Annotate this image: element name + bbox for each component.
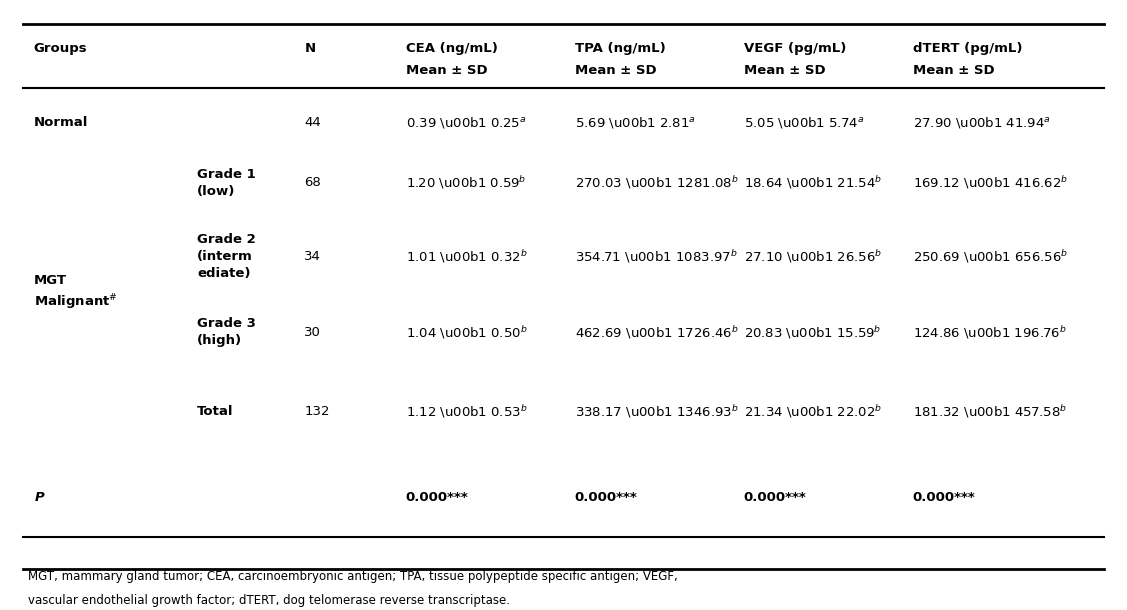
Text: 0.39 \u00b1 0.25$^{a}$: 0.39 \u00b1 0.25$^{a}$ [406,115,526,129]
Text: Grade 3
(high): Grade 3 (high) [197,317,256,348]
Text: VEGF (pg/mL): VEGF (pg/mL) [744,42,846,56]
Text: N: N [304,42,316,56]
Text: 1.12 \u00b1 0.53$^{b}$: 1.12 \u00b1 0.53$^{b}$ [406,403,527,420]
Text: 1.20 \u00b1 0.59$^{b}$: 1.20 \u00b1 0.59$^{b}$ [406,174,526,192]
Text: 5.69 \u00b1 2.81$^{a}$: 5.69 \u00b1 2.81$^{a}$ [575,115,695,129]
Text: 27.90 \u00b1 41.94$^{a}$: 27.90 \u00b1 41.94$^{a}$ [913,115,1050,129]
Text: 462.69 \u00b1 1726.46$^{b}$: 462.69 \u00b1 1726.46$^{b}$ [575,324,738,341]
Text: 1.01 \u00b1 0.32$^{b}$: 1.01 \u00b1 0.32$^{b}$ [406,248,527,265]
Text: Mean ± SD: Mean ± SD [406,63,487,77]
Text: Mean ± SD: Mean ± SD [744,63,825,77]
Text: CEA (ng/mL): CEA (ng/mL) [406,42,498,56]
Text: vascular endothelial growth factor; dTERT, dog telomerase reverse transcriptase.: vascular endothelial growth factor; dTER… [28,594,511,608]
Text: 18.64 \u00b1 21.54$^{b}$: 18.64 \u00b1 21.54$^{b}$ [744,174,882,192]
Text: dTERT (pg/mL): dTERT (pg/mL) [913,42,1022,56]
Text: Normal: Normal [34,115,88,129]
Text: MGT, mammary gland tumor; CEA, carcinoembryonic antigen; TPA, tissue polypeptide: MGT, mammary gland tumor; CEA, carcinoem… [28,570,678,583]
Text: 338.17 \u00b1 1346.93$^{b}$: 338.17 \u00b1 1346.93$^{b}$ [575,403,738,420]
Text: 44: 44 [304,115,321,129]
Text: Grade 2
(interm
ediate): Grade 2 (interm ediate) [197,232,256,280]
Text: Mean ± SD: Mean ± SD [913,63,994,77]
Text: 0.000***: 0.000*** [575,490,638,504]
Text: $\bfit{P}$: $\bfit{P}$ [34,490,45,504]
Text: 20.83 \u00b1 15.59$^{b}$: 20.83 \u00b1 15.59$^{b}$ [744,324,881,341]
Text: 0.000***: 0.000*** [913,490,976,504]
Text: 181.32 \u00b1 457.58$^{b}$: 181.32 \u00b1 457.58$^{b}$ [913,403,1067,420]
Text: 34: 34 [304,249,321,263]
Text: 250.69 \u00b1 656.56$^{b}$: 250.69 \u00b1 656.56$^{b}$ [913,248,1068,265]
Text: 132: 132 [304,405,330,418]
Text: TPA (ng/mL): TPA (ng/mL) [575,42,666,56]
Text: 0.000***: 0.000*** [406,490,469,504]
Text: 169.12 \u00b1 416.62$^{b}$: 169.12 \u00b1 416.62$^{b}$ [913,174,1068,192]
Text: Mean ± SD: Mean ± SD [575,63,656,77]
Text: 27.10 \u00b1 26.56$^{b}$: 27.10 \u00b1 26.56$^{b}$ [744,248,882,265]
Text: 1.04 \u00b1 0.50$^{b}$: 1.04 \u00b1 0.50$^{b}$ [406,324,527,341]
Text: 21.34 \u00b1 22.02$^{b}$: 21.34 \u00b1 22.02$^{b}$ [744,403,882,420]
Text: Groups: Groups [34,42,88,56]
Text: 270.03 \u00b1 1281.08$^{b}$: 270.03 \u00b1 1281.08$^{b}$ [575,174,738,192]
Text: MGT
Malignant$^{\#}$: MGT Malignant$^{\#}$ [34,274,118,312]
Text: 124.86 \u00b1 196.76$^{b}$: 124.86 \u00b1 196.76$^{b}$ [913,324,1067,341]
Text: 0.000***: 0.000*** [744,490,807,504]
Text: 5.05 \u00b1 5.74$^{a}$: 5.05 \u00b1 5.74$^{a}$ [744,115,864,129]
Text: Grade 1
(low): Grade 1 (low) [197,168,256,198]
Text: Total: Total [197,405,233,418]
Text: 354.71 \u00b1 1083.97$^{b}$: 354.71 \u00b1 1083.97$^{b}$ [575,248,737,265]
Text: 68: 68 [304,176,321,190]
Text: 30: 30 [304,326,321,339]
